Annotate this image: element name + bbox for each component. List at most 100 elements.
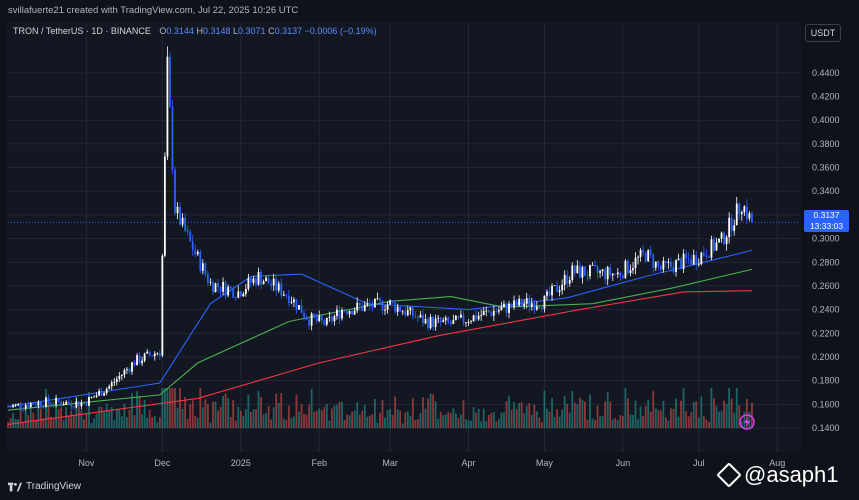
candle-body xyxy=(454,315,457,320)
volume-bar xyxy=(72,415,75,428)
volume-bar xyxy=(700,396,703,428)
candle-body xyxy=(12,405,14,407)
x-tick-label: Jun xyxy=(616,458,631,468)
candle-body xyxy=(606,267,609,280)
candle-body xyxy=(553,285,556,287)
volume-bar xyxy=(427,398,429,428)
currency-unit-button[interactable]: USDT xyxy=(805,24,841,42)
volume-bar xyxy=(505,401,508,428)
volume-bar xyxy=(556,409,558,428)
volume-bar xyxy=(644,405,647,428)
x-tick-label: May xyxy=(536,458,554,468)
volume-bar xyxy=(260,396,262,428)
candle-body xyxy=(110,382,113,387)
candle-body xyxy=(556,285,558,292)
volume-bar xyxy=(414,420,417,428)
volume-bar xyxy=(523,413,526,428)
candle-body xyxy=(358,302,361,306)
candle-body xyxy=(414,316,417,318)
candle-body xyxy=(100,391,103,396)
candle-body xyxy=(285,294,288,296)
candle-body xyxy=(629,270,632,274)
candle-body xyxy=(336,309,338,316)
candle-body xyxy=(745,206,748,219)
volume-bar xyxy=(422,397,424,428)
volume-bar xyxy=(399,410,402,428)
bar-countdown: 13:33:03 xyxy=(809,221,844,231)
volume-bar xyxy=(664,417,667,428)
volume-bar xyxy=(242,415,245,428)
candle-body xyxy=(627,260,629,274)
candle-body xyxy=(497,310,500,312)
volume-bar xyxy=(629,414,632,428)
candle-body xyxy=(136,355,138,366)
symbol-name: TRON / TetherUS · 1D · BINANCE xyxy=(13,26,151,36)
candle-body xyxy=(439,317,442,322)
volume-bar xyxy=(606,392,609,428)
candle-body xyxy=(543,295,546,309)
x-axis-ticks: Nov Dec 2025 Feb Mar Apr May Jun Jul Aug xyxy=(78,458,785,468)
candle-body xyxy=(705,255,708,257)
volume-bar xyxy=(262,414,265,428)
volume-bar xyxy=(201,407,204,428)
candle-body xyxy=(151,355,154,357)
volume-bar xyxy=(318,408,321,428)
candle-body xyxy=(670,261,672,267)
candle-body xyxy=(108,386,111,389)
volume-bar xyxy=(368,415,371,428)
candle-body xyxy=(133,362,136,366)
volume-bar xyxy=(336,404,338,428)
candle-body xyxy=(189,231,192,242)
volume-bar xyxy=(515,408,518,428)
candle-body xyxy=(432,317,434,328)
volume-bar xyxy=(146,417,149,428)
symbol-legend[interactable]: TRON / TetherUS · 1D · BINANCE O0.3144 H… xyxy=(13,26,377,36)
volume-bar xyxy=(323,406,326,428)
candle-body xyxy=(209,282,212,284)
volume-bar xyxy=(520,402,523,428)
price-axis[interactable] xyxy=(801,22,859,452)
candle-body xyxy=(492,310,495,316)
candle-body xyxy=(265,277,267,282)
candle-body xyxy=(242,293,245,297)
volume-bar xyxy=(401,423,404,428)
candle-body xyxy=(181,217,184,225)
candle-body xyxy=(576,265,579,274)
volume-bar xyxy=(298,411,300,428)
y-axis-ticks: 0.44000.42000.40000.38000.36000.34000.32… xyxy=(812,68,840,433)
volume-bar xyxy=(708,421,710,428)
candle-body xyxy=(632,268,634,271)
candle-body xyxy=(93,396,95,398)
volume-bar xyxy=(136,391,138,428)
candle-body xyxy=(217,283,219,287)
candle-body xyxy=(57,398,60,402)
candle-body xyxy=(427,319,429,329)
volume-bar xyxy=(738,405,741,428)
volume-bar xyxy=(143,399,146,428)
volume-bar xyxy=(12,412,14,428)
volume-bar xyxy=(37,405,40,428)
tradingview-logo[interactable]: TradingView xyxy=(8,481,81,492)
open-value: 0.3144 xyxy=(166,26,194,36)
candle-body xyxy=(513,300,515,308)
candle-body xyxy=(300,305,303,314)
volume-bar xyxy=(480,421,483,428)
candle-body xyxy=(687,258,690,260)
volume-bar xyxy=(730,398,733,428)
author-watermark: @asaph1 xyxy=(716,462,839,488)
volume-bar xyxy=(105,403,108,428)
candle-body xyxy=(277,283,280,291)
candle-body xyxy=(325,317,328,325)
lightning-event-icon[interactable] xyxy=(738,413,756,431)
candle-body xyxy=(255,278,257,285)
volume-bar xyxy=(227,398,230,428)
volume-bar xyxy=(295,394,298,428)
candle-body xyxy=(480,314,483,316)
volume-bar xyxy=(508,395,510,428)
volume-bar xyxy=(733,412,736,428)
volume-bar xyxy=(561,409,564,428)
open-label: O xyxy=(159,26,167,36)
candle-body xyxy=(409,307,412,311)
volume-bar xyxy=(449,413,452,428)
volume-bar xyxy=(578,397,581,428)
